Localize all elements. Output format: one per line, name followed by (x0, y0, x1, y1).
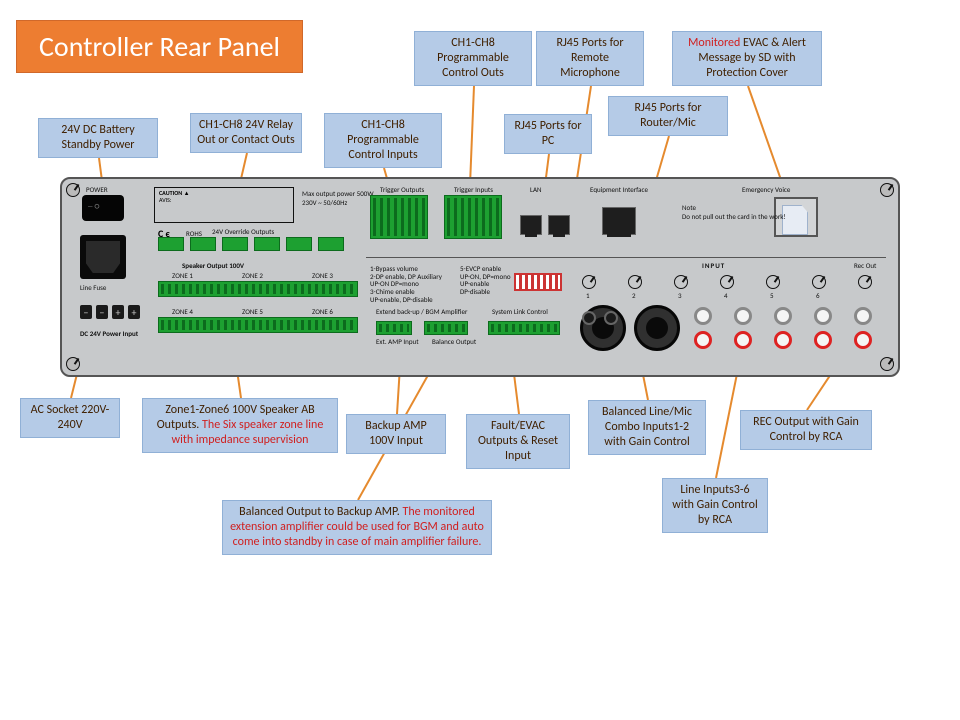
lbl-note: Note Do not pull out the card in the wor… (682, 203, 766, 221)
title-text: Controller Rear Panel (39, 29, 280, 64)
rec-rca-red[interactable] (854, 331, 872, 349)
rca-red-3[interactable] (694, 331, 712, 349)
rec-gain-knob[interactable] (858, 275, 872, 289)
lbl-speaker: Speaker Output 100V (182, 261, 244, 270)
zone-row-1[interactable] (158, 281, 358, 297)
screw (880, 183, 894, 197)
callout-line36: Line Inputs3-6 with Gain Control by RCA (662, 478, 768, 533)
screw (66, 357, 80, 371)
knob-index: 1 (586, 291, 590, 300)
lbl-extend: Extend back-up / BGM Amplifier (376, 307, 467, 316)
rca-red-4[interactable] (734, 331, 752, 349)
dip-switch[interactable] (514, 273, 562, 291)
rca-white-3[interactable] (694, 307, 712, 325)
callout-zones: Zone1-Zone6 100V Speaker AB Outputs. The… (142, 398, 338, 453)
callout-bal-out: Balanced Output to Backup AMP. The monit… (222, 500, 492, 555)
lbl-equip: Equipment Interface (590, 185, 648, 194)
z4: ZONE 4 (172, 307, 193, 316)
rj45-remote-mic[interactable] (548, 215, 570, 235)
dc-terminals[interactable]: −−++ (80, 305, 140, 319)
divider (366, 257, 886, 258)
rca-white-6[interactable] (814, 307, 832, 325)
callout-backup-in: Backup AMP 100V Input (346, 414, 446, 454)
callout-combo: Balanced Line/Mic Combo Inputs1-2 with G… (588, 400, 706, 455)
lbl-trigout: Trigger Outputs (380, 185, 424, 194)
knob-index: 3 (678, 291, 682, 300)
callout-rec: REC Output with Gain Control by RCA (740, 410, 872, 450)
knob-index: 6 (816, 291, 820, 300)
gain-knob-4[interactable] (720, 275, 734, 289)
callout-rj45-pc: RJ45 Ports for PC (504, 114, 592, 154)
lbl-fuse: Line Fuse (80, 283, 106, 292)
lbl-syslink: System Link Control (492, 307, 548, 316)
lbl-trigin: Trigger Inputs (454, 185, 493, 194)
lbl-power: POWER (86, 185, 108, 194)
lbl-emerg: Emergency Voice (742, 185, 790, 194)
gain-knob-1[interactable] (582, 275, 596, 289)
ac-inlet[interactable] (80, 235, 126, 279)
combo-input-2[interactable] (634, 305, 680, 351)
callout-ac: AC Socket 220V-240V (20, 398, 120, 438)
title-banner: Controller Rear Panel (16, 20, 303, 73)
callout-ctrl-in: CH1-CH8 Programmable Control Inputs (324, 113, 442, 168)
trigger-outputs[interactable] (370, 195, 428, 239)
zone-row-2[interactable] (158, 317, 358, 333)
power-switch[interactable] (82, 195, 124, 221)
system-link[interactable] (488, 321, 560, 335)
callout-fault: Fault/EVAC Outputs & Reset Input (466, 414, 570, 469)
rca-white-4[interactable] (734, 307, 752, 325)
z2: ZONE 2 (242, 271, 263, 280)
trigger-inputs[interactable] (444, 195, 502, 239)
lbl-extin: Ext. AMP Input (376, 337, 419, 346)
balance-output[interactable] (424, 321, 468, 335)
lbl-recout: Rec Out (854, 261, 876, 270)
lbl-dc24: DC 24V Power Input (80, 329, 138, 338)
rca-red-5[interactable] (774, 331, 792, 349)
callout-ctrl-out: CH1-CH8 Programmable Control Outs (414, 31, 532, 86)
z6: ZONE 6 (312, 307, 333, 316)
rj45-pc[interactable] (520, 215, 542, 235)
gain-knob-3[interactable] (674, 275, 688, 289)
ext-amp-input[interactable] (376, 321, 412, 335)
gain-knob-6[interactable] (812, 275, 826, 289)
callout-rj45-mic: RJ45 Ports for Remote Microphone (536, 31, 644, 86)
gain-knob-5[interactable] (766, 275, 780, 289)
relay-outs[interactable] (158, 237, 344, 251)
device-rear-panel: POWER Line Fuse DC 24V Power Input −−++ … (60, 177, 900, 377)
callout-battery: 24V DC Battery Standby Power (38, 118, 158, 158)
z3: ZONE 3 (312, 271, 333, 280)
rca-white-5[interactable] (774, 307, 792, 325)
rj45-router[interactable] (602, 207, 636, 235)
lbl-input: INPUT (702, 261, 725, 270)
lbl-override: 24V Override Outputs (212, 227, 274, 236)
jack-2[interactable] (604, 311, 618, 325)
z5: ZONE 5 (242, 307, 263, 316)
screw (66, 183, 80, 197)
gain-knob-2[interactable] (628, 275, 642, 289)
caution-label: CAUTION ▲ AVIS: (154, 187, 294, 223)
callout-sd: Monitored EVAC & Alert Message by SD wit… (672, 31, 822, 86)
callout-relay: CH1-CH8 24V Relay Out or Contact Outs (190, 113, 302, 153)
callout-rj45-rt: RJ45 Ports for Router/Mic (608, 96, 728, 136)
knob-index: 4 (724, 291, 728, 300)
screw (880, 357, 894, 371)
lbl-lan: LAN (530, 185, 542, 194)
rec-rca-white[interactable] (854, 307, 872, 325)
jack-1[interactable] (582, 311, 596, 325)
lbl-balout: Balance Output (432, 337, 476, 346)
knob-index: 2 (632, 291, 636, 300)
lbl-maxpow: Max output power 500W 230V ~ 50/60Hz (302, 189, 374, 207)
desc-col-1: 1-Bypass volume2-DP enable, DP Auxiliary… (370, 265, 470, 303)
rca-red-6[interactable] (814, 331, 832, 349)
z1: ZONE 1 (172, 271, 193, 280)
knob-index: 5 (770, 291, 774, 300)
lbl-avis: AVIS: (159, 196, 172, 204)
